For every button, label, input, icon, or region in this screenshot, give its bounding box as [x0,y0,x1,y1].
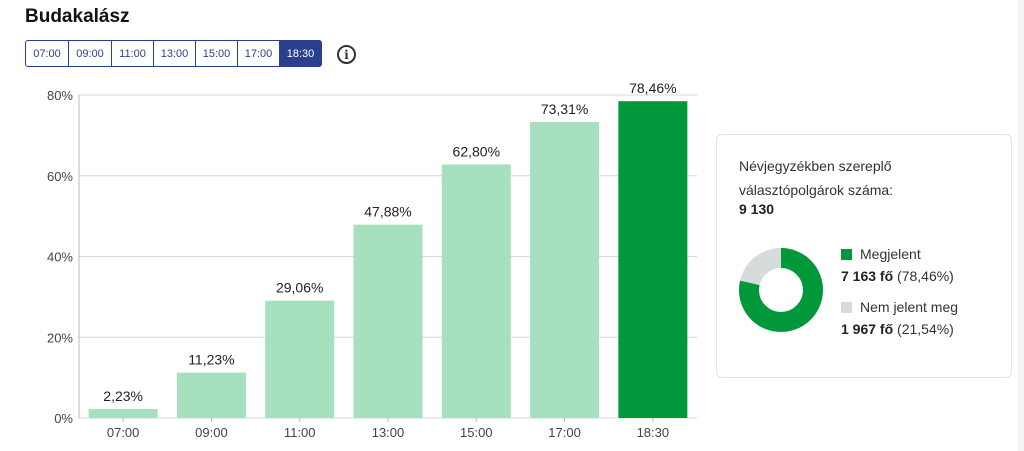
absent-count: 1 967 fő [841,321,894,337]
x-tick-label: 17:00 [548,425,581,440]
page-title: Budakalász [25,6,130,27]
y-tick-label: 80% [47,88,73,103]
legend-present: Megjelent 7 163 fő (78,46%) [841,246,954,284]
x-tick-label: 13:00 [372,425,405,440]
data-label: 47,88% [364,204,411,220]
time-tab-1830[interactable]: 18:30 [279,40,322,67]
registered-voters-label: Névjegyzékben szereplő választópolgárok … [739,158,894,198]
absent-color-swatch [841,302,852,313]
absent-pct: (21,54%) [897,321,954,337]
y-tick-label: 40% [47,250,73,265]
turnout-bar-chart: 0% 20% 40% 60% 80% 2,23% 07:00 11,23% 09:00 29,06… [47,80,697,440]
bar-1100[interactable] [265,300,335,418]
time-tab-0900[interactable]: 09:00 [68,40,112,67]
y-tick-label: 20% [47,330,73,345]
donut-slice-present [739,248,823,332]
absent-label: Nem jelent meg [860,299,959,315]
time-tab-1300[interactable]: 13:00 [153,40,196,67]
x-tick-label: 15:00 [460,425,493,440]
present-color-swatch [841,249,852,260]
turnout-summary-card: Névjegyzékben szereplő választópolgárok … [716,134,1012,378]
time-tab-1500[interactable]: 15:00 [195,40,238,67]
bar-0700[interactable] [88,408,158,418]
data-label: 78,46% [629,80,676,96]
data-label: 29,06% [276,280,323,296]
data-label: 11,23% [188,352,234,368]
turnout-donut-chart [739,248,823,332]
time-selector: 07:00 09:00 11:00 13:00 15:00 17:00 18:30 [25,40,322,67]
y-tick-label: 60% [47,169,73,184]
time-tab-1700[interactable]: 17:00 [237,40,280,67]
registered-voters-total: 9 130 [739,201,775,217]
x-tick-label: 09:00 [195,425,228,440]
bar-1500[interactable] [441,164,511,418]
bar-0900[interactable] [176,372,246,418]
x-tick-label: 18:30 [637,425,670,440]
time-tab-0700[interactable]: 07:00 [25,40,69,67]
x-tick-label: 11:00 [284,425,316,440]
present-count: 7 163 fő [841,268,894,284]
right-scroll-edge [1018,0,1024,451]
x-tick-label: 07:00 [107,425,140,440]
info-icon[interactable]: i [337,45,356,64]
bar-1830[interactable] [618,101,688,419]
legend-absent: Nem jelent meg 1 967 fő (21,54%) [841,299,958,337]
data-label: 2,23% [103,388,143,404]
data-label: 62,80% [453,143,500,159]
y-tick-label: 0% [54,411,73,426]
present-pct: (78,46%) [897,268,954,284]
present-label: Megjelent [860,246,921,262]
bar-1700[interactable] [530,122,600,419]
data-label: 73,31% [541,101,588,117]
time-tab-1100[interactable]: 11:00 [111,40,154,67]
bar-1300[interactable] [353,224,423,418]
